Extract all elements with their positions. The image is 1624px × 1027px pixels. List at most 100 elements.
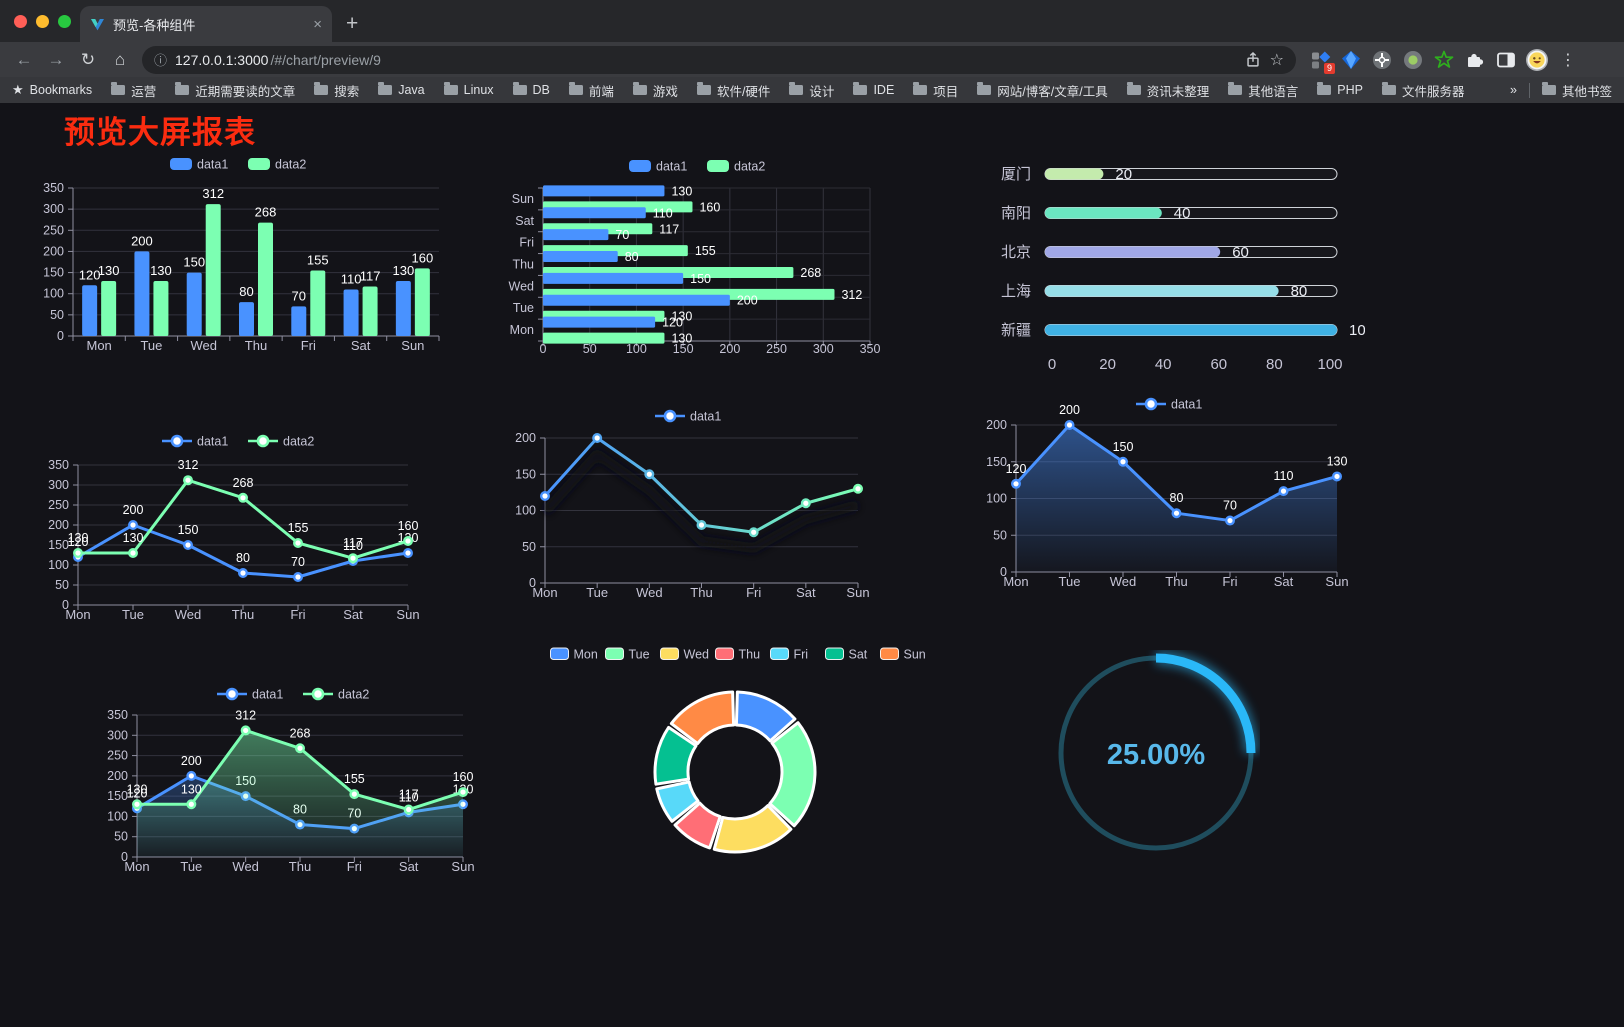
bookmark-folder[interactable]: 设计 — [789, 81, 834, 100]
svg-text:100: 100 — [1317, 356, 1342, 373]
svg-text:350: 350 — [48, 458, 69, 472]
svg-text:160: 160 — [699, 200, 720, 214]
svg-text:130: 130 — [181, 782, 202, 796]
bookmark-folder[interactable]: 网站/博客/文章/工具 — [977, 81, 1108, 100]
svg-text:0: 0 — [1048, 356, 1056, 373]
navigation-toolbar: ← → ↻ ⌂ ⓘ 127.0.0.1:3000 /#/chart/previe… — [0, 42, 1624, 77]
bookmark-star-icon[interactable]: ☆ — [1269, 51, 1284, 69]
svg-text:Thu: Thu — [1165, 574, 1187, 589]
bookmark-folder[interactable]: 其他语言 — [1228, 81, 1298, 100]
folder-icon — [632, 82, 647, 95]
svg-text:130: 130 — [671, 184, 692, 198]
home-button[interactable]: ⌂ — [114, 49, 126, 69]
zoom-window-button[interactable] — [58, 15, 71, 28]
recorder-extension-icon[interactable] — [1401, 48, 1425, 72]
svg-text:200: 200 — [131, 233, 153, 248]
forward-button[interactable]: → — [47, 49, 65, 69]
bookmarks-overflow-chevron[interactable]: » — [1510, 83, 1517, 97]
svg-text:300: 300 — [107, 728, 128, 742]
svg-text:155: 155 — [695, 244, 716, 258]
svg-text:100: 100 — [48, 558, 69, 572]
browser-menu-icon[interactable]: ⋮ — [1560, 51, 1576, 69]
svg-text:Sat: Sat — [515, 214, 534, 228]
bookmark-folder[interactable]: 资讯未整理 — [1126, 81, 1209, 100]
extensions-puzzle-icon[interactable] — [1463, 48, 1487, 72]
svg-text:312: 312 — [235, 708, 256, 722]
svg-text:Tue: Tue — [513, 301, 534, 315]
folder-icon — [913, 82, 928, 95]
svg-text:Mon: Mon — [86, 338, 111, 353]
svg-text:Fri: Fri — [519, 236, 534, 250]
svg-text:Thu: Thu — [512, 258, 534, 272]
svg-text:Wed: Wed — [190, 338, 217, 353]
svg-text:Tue: Tue — [586, 585, 608, 600]
other-bookmarks[interactable]: 其他书签 — [1541, 81, 1612, 100]
bookmark-folder[interactable]: Linux — [443, 82, 494, 97]
bookmark-folder[interactable]: IDE — [853, 82, 894, 97]
svg-text:0: 0 — [62, 598, 69, 612]
svg-text:150: 150 — [107, 789, 128, 803]
svg-text:40: 40 — [1155, 356, 1172, 373]
svg-text:Wed: Wed — [509, 279, 535, 293]
svg-text:50: 50 — [583, 342, 597, 356]
gem-extension-icon[interactable] — [1339, 48, 1363, 72]
svg-text:200: 200 — [719, 342, 740, 356]
svg-text:150: 150 — [690, 272, 711, 286]
bookmark-folder[interactable]: 游戏 — [632, 81, 678, 100]
bookmark-folder[interactable]: PHP — [1317, 82, 1363, 97]
svg-text:200: 200 — [515, 431, 536, 445]
svg-text:Sat: Sat — [351, 338, 371, 353]
share-icon[interactable] — [1244, 51, 1262, 69]
folder-icon — [175, 82, 190, 95]
svg-text:Fri: Fri — [290, 607, 305, 622]
svg-text:350: 350 — [43, 181, 64, 195]
address-bar[interactable]: ⓘ 127.0.0.1:3000 /#/chart/preview/9 ☆ — [142, 45, 1296, 74]
minimize-window-button[interactable] — [36, 15, 49, 28]
svg-text:100: 100 — [986, 492, 1007, 506]
settings-extension-icon[interactable] — [1370, 48, 1394, 72]
folder-icon — [568, 82, 583, 95]
svg-text:data2: data2 — [338, 688, 369, 702]
close-window-button[interactable] — [14, 15, 27, 28]
bookmark-folder[interactable]: DB — [512, 82, 550, 97]
bookmark-folder[interactable]: 搜索 — [314, 81, 359, 100]
tab-manager-extension-icon[interactable]: 9 — [1308, 48, 1336, 75]
svg-text:Sun: Sun — [396, 607, 419, 622]
reload-button[interactable]: ↻ — [80, 49, 96, 69]
bookmark-folder[interactable]: Java — [378, 82, 425, 97]
site-info-icon[interactable]: ⓘ — [154, 53, 168, 68]
chart-legend: data1 — [655, 410, 721, 424]
side-panel-icon[interactable] — [1494, 48, 1518, 72]
green-star-extension-icon[interactable] — [1432, 48, 1456, 72]
new-tab-button[interactable]: + — [346, 12, 359, 35]
bookmark-folder[interactable]: 前端 — [568, 81, 614, 100]
svg-text:130: 130 — [127, 782, 148, 796]
browser-tab[interactable]: 预览-各种组件 × — [80, 6, 332, 42]
svg-text:Wed: Wed — [684, 648, 710, 662]
svg-text:117: 117 — [659, 222, 679, 236]
tab-close-icon[interactable]: × — [313, 15, 322, 33]
city-progress-chart: 厦门 20 南阳 40 北京 60 上海 80 新疆 100 0 20 40 60 80 100 — [1001, 166, 1374, 373]
bookmark-folder[interactable]: 近期需要读的文章 — [175, 81, 295, 100]
gradient-line-chart: 0 50 100 150 200 Mon Tue Wed Thu Fri Sat Sun data1 — [515, 410, 869, 601]
svg-text:200: 200 — [737, 294, 758, 308]
back-button[interactable]: ← — [15, 49, 33, 69]
svg-text:150: 150 — [183, 255, 205, 270]
bookmark-folder[interactable]: 运营 — [111, 81, 156, 100]
svg-text:Sat: Sat — [399, 859, 419, 874]
chart-legend: data1 data2 — [162, 435, 314, 449]
svg-text:312: 312 — [841, 288, 862, 302]
bookmarks-manager[interactable]: ★ Bookmarks — [12, 82, 93, 97]
profile-avatar[interactable] — [1525, 48, 1549, 72]
svg-text:Wed: Wed — [636, 585, 663, 600]
svg-text:300: 300 — [813, 342, 834, 356]
dual-area-line-chart: 0 50 100 150 200 250 300 350 Mon Tue Wed Thu Fri Sat S… — [107, 688, 474, 875]
svg-text:80: 80 — [1266, 356, 1283, 373]
svg-text:155: 155 — [288, 521, 309, 535]
svg-text:data1: data1 — [690, 410, 721, 424]
svg-text:100: 100 — [1349, 322, 1365, 339]
bookmark-folder[interactable]: 项目 — [913, 81, 958, 100]
svg-text:40: 40 — [1174, 205, 1191, 222]
bookmark-folder[interactable]: 文件服务器 — [1381, 81, 1464, 100]
bookmark-folder[interactable]: 软件/硬件 — [696, 81, 770, 100]
